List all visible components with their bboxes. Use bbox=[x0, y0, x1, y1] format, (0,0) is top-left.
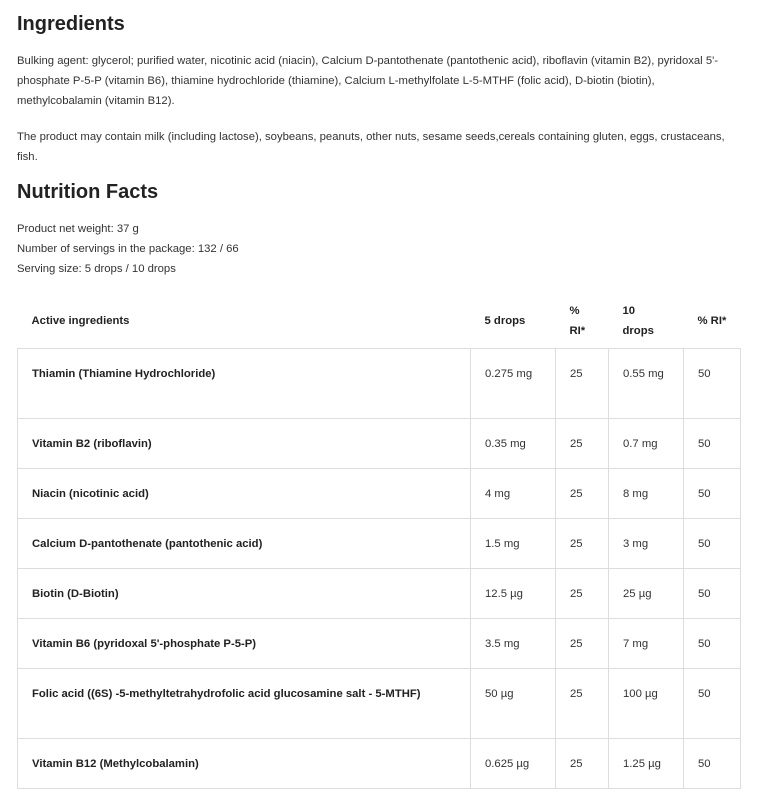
ingredients-composition: Bulking agent: glycerol; purified water,… bbox=[17, 55, 719, 107]
table-row: Thiamin (Thiamine Hydrochloride) 0.275 mg… bbox=[17, 348, 741, 419]
amount-10-drops: 8 mg bbox=[608, 468, 684, 519]
ingredient-name: Vitamin B6 (pyridoxal 5'-phosphate P-5-P… bbox=[17, 618, 471, 669]
table-row: Niacin (nicotinic acid) 4 mg 25 8 mg 50 bbox=[17, 468, 741, 519]
table-header-row: Active ingredients 5 drops % RI* 10 drops % … bbox=[18, 290, 741, 349]
ri-10-drops: 50 bbox=[683, 668, 741, 739]
amount-5-drops: 1.5 mg bbox=[470, 518, 556, 569]
ri-5-drops: 25 bbox=[555, 668, 609, 739]
ri-5-drops: 25 bbox=[555, 518, 609, 569]
ri-10-drops: 50 bbox=[683, 468, 741, 519]
amount-5-drops: 12.5 µg bbox=[470, 568, 556, 619]
ri-5-drops: 25 bbox=[555, 468, 609, 519]
ri-5-drops: 25 bbox=[555, 348, 609, 419]
ri-5-drops: 25 bbox=[555, 418, 609, 469]
serving-size: Serving size: 5 drops / 10 drops bbox=[17, 263, 176, 275]
ingredients-heading: Ingredients bbox=[17, 13, 125, 35]
amount-10-drops: 0.55 mg bbox=[608, 348, 684, 419]
net-weight: Product net weight: 37 g bbox=[17, 223, 139, 235]
amount-10-drops: 3 mg bbox=[608, 518, 684, 569]
table-row: Vitamin B2 (riboflavin) 0.35 mg 25 0.7 mg 50 bbox=[17, 418, 741, 469]
ingredient-name: Biotin (D-Biotin) bbox=[17, 568, 471, 619]
ingredient-name: Vitamin B12 (Methylcobalamin) bbox=[17, 738, 471, 789]
ri-10-drops: 50 bbox=[683, 518, 741, 569]
table-row: Biotin (D-Biotin) 12.5 µg 25 25 µg 50 bbox=[17, 568, 741, 619]
ingredient-name: Calcium D-pantothenate (pantothenic acid… bbox=[17, 518, 471, 569]
ri-5-drops: 25 bbox=[555, 738, 609, 789]
ri-10-drops: 50 bbox=[683, 348, 741, 419]
amount-10-drops: 1.25 µg bbox=[608, 738, 684, 789]
ri-5-drops: 25 bbox=[555, 568, 609, 619]
amount-5-drops: 0.625 µg bbox=[470, 738, 556, 789]
header-10-drops: 10 drops bbox=[622, 304, 654, 337]
ri-5-drops: 25 bbox=[555, 618, 609, 669]
ri-10-drops: 50 bbox=[683, 418, 741, 469]
servings-count: Number of servings in the package: 132 /… bbox=[17, 243, 239, 255]
amount-10-drops: 0.7 mg bbox=[608, 418, 684, 469]
ingredient-name: Thiamin (Thiamine Hydrochloride) bbox=[17, 348, 471, 419]
ri-10-drops: 50 bbox=[683, 618, 741, 669]
amount-5-drops: 50 µg bbox=[470, 668, 556, 739]
ingredient-name: Folic acid ((6S) -5-methyltetrahydrofoli… bbox=[17, 668, 471, 739]
ri-10-drops: 50 bbox=[683, 738, 741, 789]
amount-10-drops: 7 mg bbox=[608, 618, 684, 669]
amount-5-drops: 0.275 mg bbox=[470, 348, 556, 419]
amount-5-drops: 0.35 mg bbox=[470, 418, 556, 469]
amount-10-drops: 25 µg bbox=[608, 568, 684, 619]
ri-10-drops: 50 bbox=[683, 568, 741, 619]
header-ri-5: % RI* bbox=[569, 304, 586, 337]
table-row: Vitamin B12 (Methylcobalamin) 0.625 µg 25 1… bbox=[17, 738, 741, 789]
amount-5-drops: 3.5 mg bbox=[470, 618, 556, 669]
nutrition-heading: Nutrition Facts bbox=[17, 181, 159, 203]
header-active-ingredients: Active ingredients bbox=[31, 314, 130, 327]
table-row: Vitamin B6 (pyridoxal 5'-phosphate P-5-P… bbox=[17, 618, 741, 669]
amount-5-drops: 4 mg bbox=[470, 468, 556, 519]
amount-10-drops: 100 µg bbox=[608, 668, 684, 739]
ingredient-name: Niacin (nicotinic acid) bbox=[17, 468, 471, 519]
nutrition-facts-list: Product net weight: 37 g Number of servi… bbox=[17, 219, 239, 279]
table-row: Calcium D-pantothenate (pantothenic acid… bbox=[17, 518, 741, 569]
header-ri-10: % RI* bbox=[697, 314, 727, 327]
allergen-statement: The product may contain milk (including … bbox=[17, 131, 725, 163]
ingredient-name: Vitamin B2 (riboflavin) bbox=[17, 418, 471, 469]
nutrition-table: Active ingredients 5 drops % RI* 10 drops % … bbox=[17, 290, 741, 789]
table-row: Folic acid ((6S) -5-methyltetrahydrofoli… bbox=[17, 668, 741, 739]
header-5-drops: 5 drops bbox=[484, 314, 526, 327]
